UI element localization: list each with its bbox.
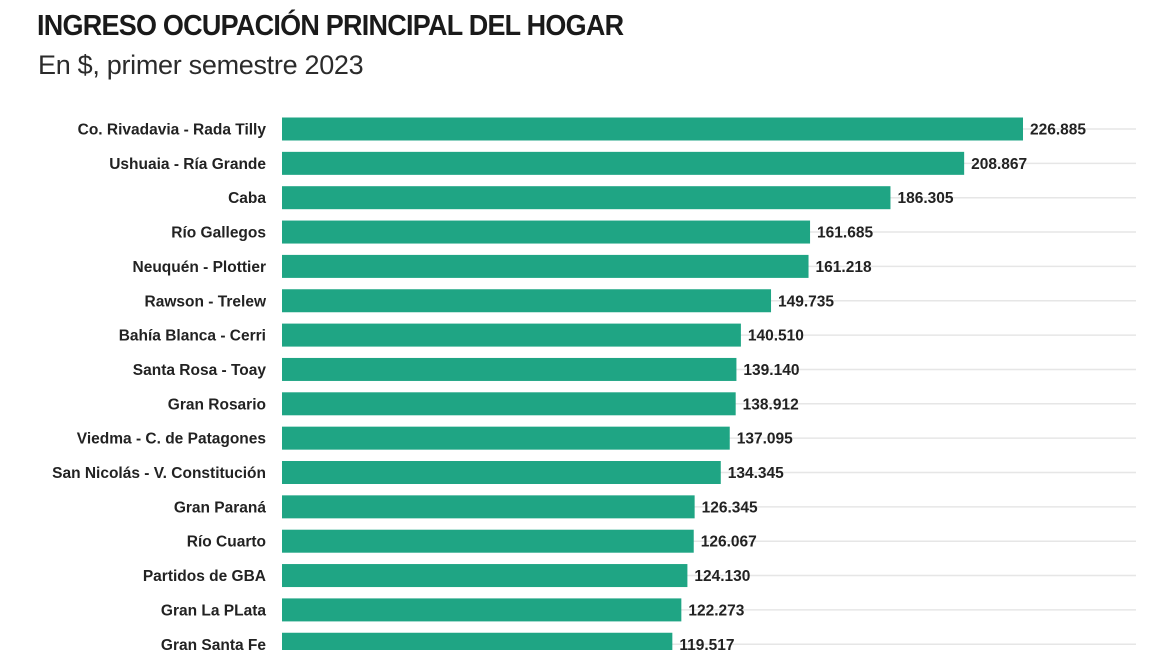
category-label: Co. Rivadavia - Rada Tilly	[78, 122, 267, 139]
value-label: 139.140	[743, 362, 799, 379]
bar	[282, 495, 695, 519]
bar	[282, 392, 736, 416]
value-label: 126.067	[701, 534, 757, 551]
category-label: Santa Rosa - Toay	[133, 362, 267, 379]
bar	[282, 289, 772, 313]
bar	[282, 529, 694, 553]
chart-subtitle: En $, primer semestre 2023	[38, 50, 364, 80]
value-label: 138.912	[743, 396, 799, 413]
value-label: 226.885	[1030, 122, 1086, 139]
category-label: Gran Santa Fe	[161, 637, 266, 650]
value-label: 137.095	[737, 431, 793, 448]
category-label: Neuquén - Plottier	[133, 259, 266, 276]
category-label: Bahía Blanca - Cerri	[119, 328, 266, 345]
category-label: Ushuaia - Ría Grande	[109, 156, 266, 173]
bar	[282, 632, 673, 650]
value-label: 149.735	[778, 293, 834, 310]
category-label: Gran La PLata	[161, 602, 266, 619]
value-label: 124.130	[694, 568, 750, 585]
bar	[282, 323, 741, 347]
bar	[282, 461, 721, 484]
bar	[282, 426, 730, 450]
category-label: San Nicolás - V. Constitución	[52, 465, 266, 482]
category-label: Caba	[228, 190, 266, 207]
category-label: Viedma - C. de Patagones	[77, 431, 266, 448]
bars	[282, 117, 1023, 650]
value-label: 161.218	[816, 259, 872, 276]
value-label: 140.510	[748, 328, 804, 345]
bar	[282, 117, 1023, 141]
bar	[282, 598, 682, 622]
bar	[282, 564, 688, 588]
value-label: 134.345	[728, 465, 784, 482]
category-label: Río Gallegos	[171, 225, 266, 242]
bar	[282, 220, 811, 244]
value-label: 119.517	[679, 637, 734, 650]
value-label: 186.305	[897, 190, 953, 207]
value-label: 208.867	[971, 156, 1027, 173]
value-label: 126.345	[702, 499, 758, 516]
chart-title: INGRESO OCUPACIÓN PRINCIPAL DEL HOGAR	[37, 10, 624, 42]
bar	[282, 186, 891, 210]
category-label: Gran Paraná	[174, 499, 267, 516]
category-label: Rawson - Trelew	[145, 293, 267, 310]
value-label: 161.685	[817, 225, 873, 242]
category-labels: Co. Rivadavia - Rada Tilly Ushuaia - Ría …	[52, 122, 267, 650]
bar	[282, 151, 965, 175]
value-label: 122.273	[688, 602, 744, 619]
category-label: Río Cuarto	[187, 534, 266, 551]
bar	[282, 357, 737, 381]
category-label: Gran Rosario	[168, 396, 266, 413]
category-label: Partidos de GBA	[143, 568, 266, 585]
bar	[282, 254, 809, 278]
